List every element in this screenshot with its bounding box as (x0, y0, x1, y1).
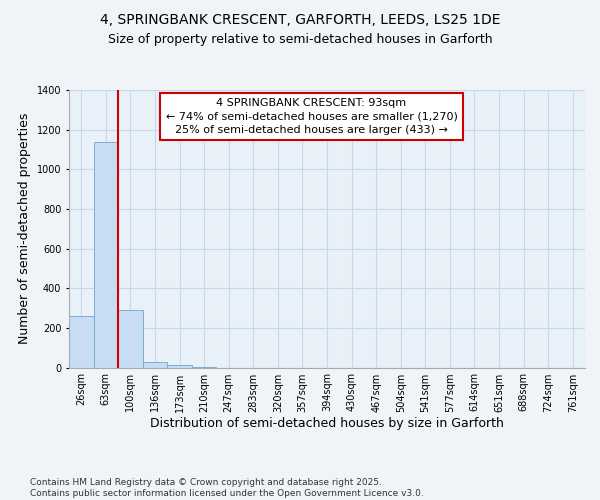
Text: Contains HM Land Registry data © Crown copyright and database right 2025.
Contai: Contains HM Land Registry data © Crown c… (30, 478, 424, 498)
Text: 4 SPRINGBANK CRESCENT: 93sqm
← 74% of semi-detached houses are smaller (1,270)
2: 4 SPRINGBANK CRESCENT: 93sqm ← 74% of se… (166, 98, 457, 134)
Y-axis label: Number of semi-detached properties: Number of semi-detached properties (18, 113, 31, 344)
Bar (192, 366, 217, 368)
Bar (94, 142, 118, 368)
X-axis label: Distribution of semi-detached houses by size in Garforth: Distribution of semi-detached houses by … (150, 418, 504, 430)
Text: Size of property relative to semi-detached houses in Garforth: Size of property relative to semi-detach… (107, 33, 493, 46)
Bar (118, 310, 143, 368)
Bar (69, 316, 94, 368)
Text: 4, SPRINGBANK CRESCENT, GARFORTH, LEEDS, LS25 1DE: 4, SPRINGBANK CRESCENT, GARFORTH, LEEDS,… (100, 14, 500, 28)
Bar (143, 362, 167, 368)
Bar (167, 364, 192, 368)
